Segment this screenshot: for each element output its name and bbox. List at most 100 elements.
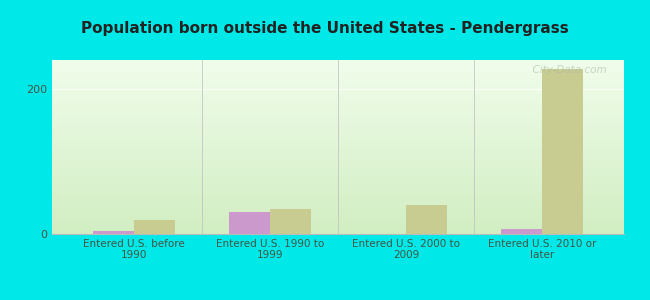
Bar [52, 98, 624, 99]
Bar [52, 225, 624, 226]
Bar [52, 104, 624, 105]
Bar [52, 177, 624, 178]
Text: Population born outside the United States - Pendergrass: Population born outside the United State… [81, 21, 569, 36]
Bar [52, 116, 624, 117]
Bar [52, 63, 624, 64]
Bar [52, 147, 624, 148]
Bar [52, 118, 624, 119]
Bar [52, 182, 624, 183]
Bar [52, 139, 624, 140]
Bar [52, 132, 624, 133]
Bar [52, 141, 624, 142]
Bar [52, 117, 624, 118]
Bar [52, 199, 624, 200]
Bar [52, 142, 624, 143]
Bar [52, 106, 624, 107]
Bar [52, 176, 624, 177]
Bar [52, 208, 624, 209]
Bar [501, 229, 542, 234]
Bar [52, 140, 624, 141]
Bar [52, 145, 624, 146]
Bar [52, 119, 624, 120]
Bar [52, 86, 624, 87]
Bar [52, 122, 624, 123]
Bar [52, 68, 624, 69]
Bar [52, 201, 624, 202]
Bar [52, 80, 624, 81]
Bar [52, 222, 624, 223]
Bar [52, 111, 624, 112]
Bar [52, 202, 624, 203]
Bar [52, 172, 624, 173]
Bar [52, 126, 624, 127]
Bar [52, 95, 624, 96]
Bar [52, 92, 624, 93]
Bar [52, 189, 624, 190]
Bar [52, 101, 624, 102]
Bar [52, 224, 624, 225]
Text: City-Data.com: City-Data.com [526, 65, 607, 75]
Bar [52, 158, 624, 159]
Bar [52, 213, 624, 214]
Bar [52, 223, 624, 224]
Bar [52, 70, 624, 71]
Bar [52, 198, 624, 199]
Bar [52, 221, 624, 222]
Bar [52, 173, 624, 174]
Bar [52, 231, 624, 232]
Bar [52, 125, 624, 126]
Bar [52, 195, 624, 196]
Bar [52, 206, 624, 207]
Bar [52, 123, 624, 124]
Bar [52, 211, 624, 212]
Bar [52, 157, 624, 158]
Bar [52, 130, 624, 131]
Bar [52, 219, 624, 220]
Bar [52, 112, 624, 113]
Bar [52, 71, 624, 72]
Bar [52, 84, 624, 85]
Bar [52, 102, 624, 103]
Bar [52, 183, 624, 184]
Bar [52, 74, 624, 75]
Bar [52, 227, 624, 228]
Bar [52, 190, 624, 191]
Bar [52, 138, 624, 139]
Bar [52, 192, 624, 193]
Bar [52, 186, 624, 187]
Bar [52, 155, 624, 156]
Bar [52, 167, 624, 168]
Bar [52, 76, 624, 77]
Bar [52, 124, 624, 125]
Bar [52, 77, 624, 78]
Bar [52, 196, 624, 197]
Bar [52, 193, 624, 194]
Bar [52, 135, 624, 136]
Bar [52, 214, 624, 215]
Bar [52, 203, 624, 204]
Bar [52, 96, 624, 97]
Bar [52, 107, 624, 108]
Bar [134, 220, 175, 234]
Bar [270, 208, 311, 234]
Bar [52, 197, 624, 198]
Bar [52, 171, 624, 172]
Bar [52, 66, 624, 67]
Bar [52, 163, 624, 164]
Bar [52, 215, 624, 216]
Bar [52, 75, 624, 76]
Bar [52, 113, 624, 114]
Bar [52, 91, 624, 92]
Bar [52, 230, 624, 231]
Bar [52, 61, 624, 62]
Bar [52, 150, 624, 151]
Bar [52, 121, 624, 122]
Bar [52, 114, 624, 115]
Bar [52, 73, 624, 74]
Bar [52, 137, 624, 138]
Bar [52, 133, 624, 134]
Bar [52, 143, 624, 144]
Bar [52, 146, 624, 147]
Bar [52, 168, 624, 169]
Bar [542, 69, 583, 234]
